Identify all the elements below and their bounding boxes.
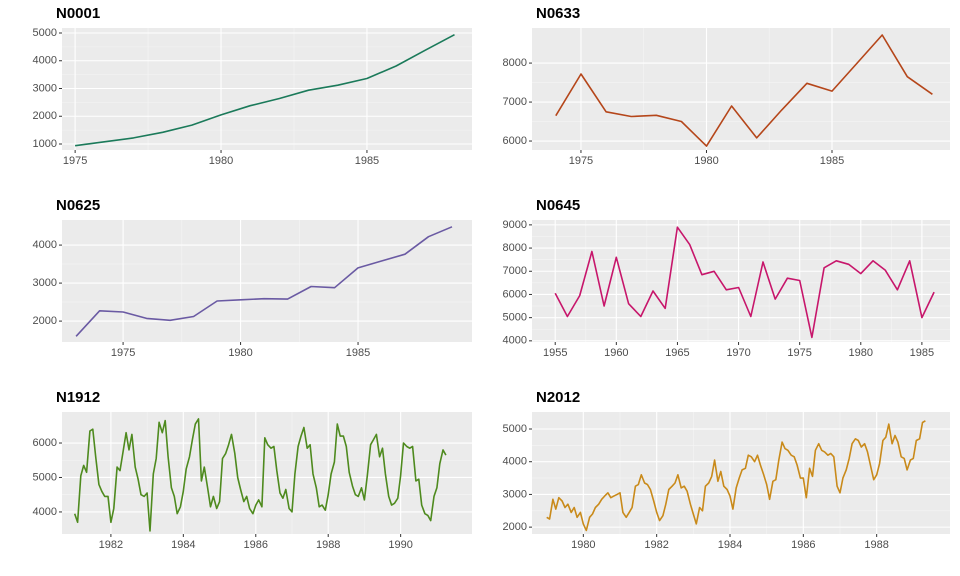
y-tick-label: 4000 — [503, 456, 527, 468]
x-tick-label: 1980 — [694, 155, 718, 167]
panel-title: N0625 — [56, 197, 100, 214]
x-tick-label: 1965 — [665, 347, 689, 359]
y-tick-label: 3000 — [33, 277, 57, 289]
x-tick-label: 1990 — [388, 539, 412, 551]
y-tick-label: 2000 — [33, 110, 57, 122]
y-tick-label: 5000 — [503, 423, 527, 435]
plot-background — [62, 412, 472, 534]
x-tick-label: 1975 — [111, 347, 135, 359]
panel-title: N0633 — [536, 5, 580, 22]
x-tick-label: 1980 — [209, 155, 233, 167]
x-tick-label: 1982 — [644, 539, 668, 551]
y-tick-label: 4000 — [33, 55, 57, 67]
y-tick-label: 3000 — [503, 488, 527, 500]
series-line — [555, 34, 933, 147]
y-tick-label: 2000 — [33, 315, 57, 327]
x-tick-label: 1960 — [604, 347, 628, 359]
x-tick-label: 1975 — [787, 347, 811, 359]
series-line — [73, 418, 447, 532]
plot-background — [532, 28, 950, 150]
y-tick-label: 5000 — [33, 27, 57, 39]
y-tick-label: 7000 — [503, 265, 527, 277]
y-tick-label: 9000 — [503, 219, 527, 231]
x-tick-label: 1980 — [849, 347, 873, 359]
series-line — [75, 226, 453, 337]
y-tick-label: 2000 — [503, 521, 527, 533]
x-tick-label: 1985 — [910, 347, 934, 359]
y-tick-label: 6000 — [33, 437, 57, 449]
y-tick-label: 6000 — [503, 288, 527, 300]
y-tick-label: 5000 — [503, 312, 527, 324]
y-tick-label: 7000 — [503, 96, 527, 108]
y-tick-label: 1000 — [33, 138, 57, 150]
panel-title: N0001 — [56, 5, 100, 22]
x-tick-label: 1980 — [571, 539, 595, 551]
panel-title: N1912 — [56, 389, 100, 406]
panel-title: N2012 — [536, 389, 580, 406]
x-tick-label: 1985 — [346, 347, 370, 359]
x-tick-label: 1986 — [791, 539, 815, 551]
y-tick-label: 5000 — [33, 471, 57, 483]
x-tick-label: 1982 — [99, 539, 123, 551]
x-tick-label: 1980 — [228, 347, 252, 359]
y-tick-label: 4000 — [503, 335, 527, 347]
plot-background — [532, 220, 950, 342]
y-tick-label: 3000 — [33, 82, 57, 94]
x-tick-label: 1975 — [569, 155, 593, 167]
plot-background — [62, 220, 472, 342]
y-tick-label: 4000 — [33, 506, 57, 518]
series-line — [554, 226, 935, 339]
x-tick-label: 1984 — [718, 539, 742, 551]
x-tick-label: 1986 — [244, 539, 268, 551]
y-tick-label: 8000 — [503, 242, 527, 254]
series-line — [546, 420, 926, 532]
x-tick-label: 1975 — [63, 155, 87, 167]
x-tick-label: 1985 — [355, 155, 379, 167]
panel-title: N0645 — [536, 197, 580, 214]
x-tick-label: 1955 — [543, 347, 567, 359]
x-tick-label: 1984 — [171, 539, 195, 551]
x-tick-label: 1988 — [316, 539, 340, 551]
x-tick-label: 1988 — [864, 539, 888, 551]
series-line — [74, 33, 455, 147]
x-tick-label: 1970 — [726, 347, 750, 359]
x-tick-label: 1985 — [820, 155, 844, 167]
y-tick-label: 8000 — [503, 57, 527, 69]
y-tick-label: 6000 — [503, 135, 527, 147]
y-tick-label: 4000 — [33, 239, 57, 251]
